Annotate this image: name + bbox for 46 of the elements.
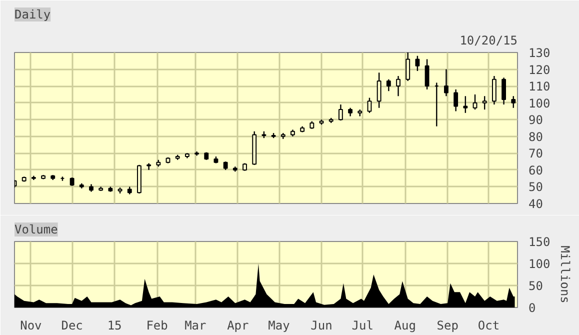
candlestick <box>463 96 468 114</box>
y-tick-label: 70 <box>528 146 543 161</box>
y-tick-label: 150 <box>528 235 550 249</box>
y-tick-label: 90 <box>528 113 543 128</box>
x-tick-label: Oct <box>478 318 500 332</box>
x-tick-label: Sep <box>436 318 458 332</box>
x-tick-label: Feb <box>146 318 168 332</box>
y-tick-label: 0 <box>528 301 536 315</box>
y-tick-label: 60 <box>528 163 543 178</box>
y-tick-label: 110 <box>528 80 550 94</box>
y-tick-label: 100 <box>528 96 550 110</box>
candlestick <box>472 94 478 110</box>
y-tick-label: 50 <box>528 279 543 293</box>
y-tick-label: 80 <box>528 130 543 144</box>
candlestick <box>386 78 391 92</box>
candlestick <box>146 162 152 171</box>
x-tick-label: Nov <box>20 318 42 332</box>
candlestick <box>424 58 430 90</box>
x-tick-label: May <box>268 318 290 332</box>
chart-title: Daily <box>14 8 51 22</box>
candlestick <box>492 75 496 106</box>
x-tick-label: Jul <box>352 318 374 332</box>
candlestick <box>367 97 372 114</box>
text: 10/20/15 <box>460 34 518 48</box>
x-tick-label: Aug <box>394 318 416 332</box>
x-tick-label: Mar <box>184 318 206 332</box>
y-tick-label: 100 <box>528 257 550 271</box>
candlestick <box>376 72 382 108</box>
candlestick <box>454 88 458 112</box>
candlestick <box>444 68 448 97</box>
chart-title: Volume <box>14 222 58 236</box>
y-tick-label: 130 <box>528 46 550 60</box>
y-tick-label: 120 <box>528 62 550 77</box>
x-tick-label: Jun <box>310 318 332 332</box>
y-tick-label: 50 <box>528 180 543 194</box>
candlestick <box>415 55 420 72</box>
y-axis-title: Millions <box>558 246 572 304</box>
candlestick <box>511 96 516 108</box>
candlestick <box>502 77 506 106</box>
x-tick-label: Apr <box>227 318 249 332</box>
y-tick-label: 40 <box>528 197 543 211</box>
x-tick-label: Dec <box>61 318 83 332</box>
candlestick <box>338 104 343 122</box>
x-tick-label: 15 <box>107 318 122 332</box>
candlestick <box>396 75 400 97</box>
candlestick <box>482 96 487 110</box>
